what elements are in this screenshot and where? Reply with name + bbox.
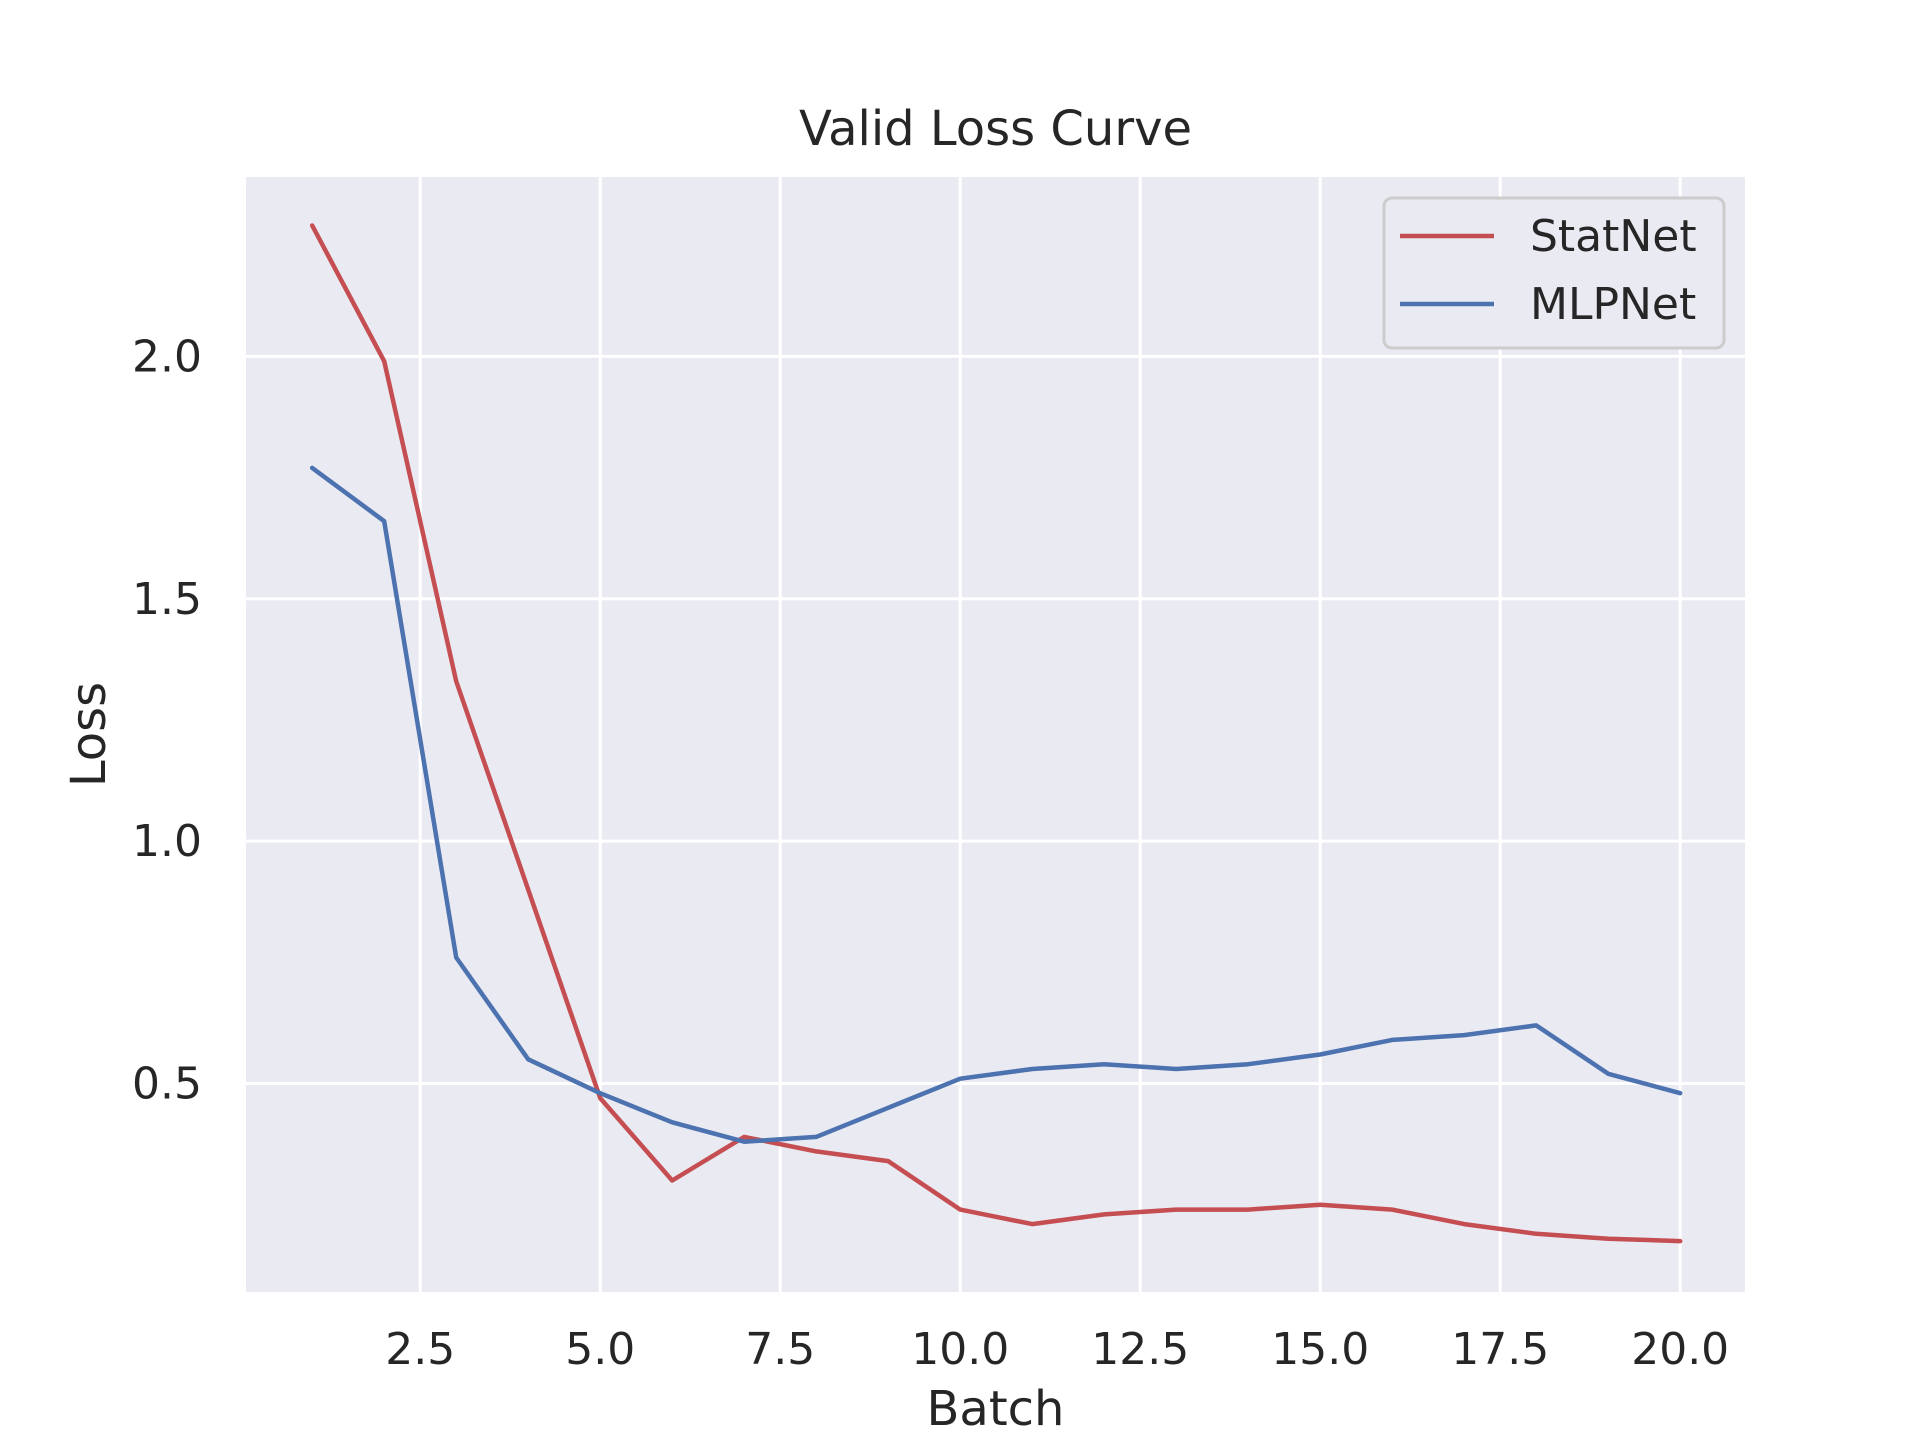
- x-tick-label: 7.5: [745, 1324, 815, 1375]
- x-tick-label: 10.0: [911, 1324, 1009, 1375]
- x-tick-label: 17.5: [1451, 1324, 1549, 1375]
- x-tick-label: 12.5: [1091, 1324, 1189, 1375]
- chart-title: Valid Loss Curve: [799, 101, 1192, 157]
- x-tick-label: 15.0: [1271, 1324, 1369, 1375]
- y-tick-label: 2.0: [132, 331, 202, 382]
- y-tick-label: 1.5: [132, 574, 202, 625]
- tick-labels: 2.5 5.0 7.5 10.0 12.5 15.0 17.5 20.0 0.5 1.0 1.5 2.…: [132, 331, 1729, 1375]
- legend-label-statnet: StatNet: [1530, 211, 1697, 262]
- legend-label-mlpnet: MLPNet: [1530, 279, 1696, 330]
- grid: [246, 177, 1745, 1292]
- x-tick-label: 20.0: [1631, 1324, 1729, 1375]
- plot-background: [246, 177, 1745, 1292]
- x-axis-label: Batch: [927, 1381, 1065, 1437]
- y-axis-label: Loss: [61, 682, 117, 787]
- y-tick-label: 0.5: [132, 1059, 202, 1110]
- series-line-statnet: [309, 223, 1683, 1244]
- legend: StatNet MLPNet: [1382, 196, 1726, 350]
- x-tick-label: 5.0: [565, 1324, 635, 1375]
- series-lines: [309, 223, 1683, 1244]
- x-tick-label: 2.5: [385, 1324, 455, 1375]
- series-line-mlpnet: [309, 465, 1683, 1144]
- y-tick-label: 1.0: [132, 816, 202, 867]
